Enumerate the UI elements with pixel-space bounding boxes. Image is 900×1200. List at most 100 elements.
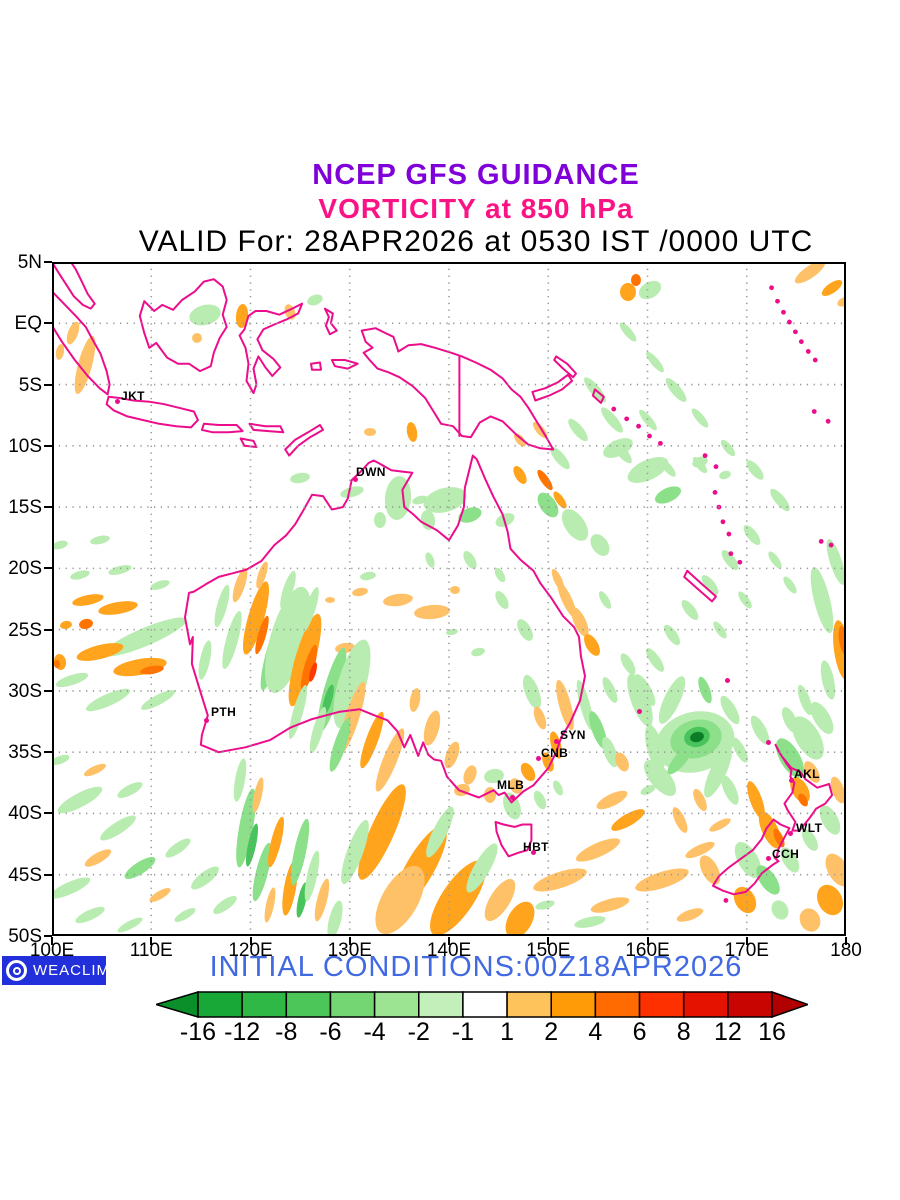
- city-marker-hbt: [531, 850, 536, 855]
- city-label-wlt: WLT: [796, 821, 823, 835]
- city-label-cch: CCH: [772, 847, 800, 861]
- city-marker-syn: [554, 739, 559, 744]
- colorbar-segment: [197, 991, 243, 1018]
- colorbar-tick-label: -2: [407, 1018, 430, 1046]
- city-marker-pth: [204, 718, 209, 723]
- city-marker-akl: [789, 778, 794, 783]
- logo-circle-icon: [6, 960, 27, 981]
- y-axis-tick: [44, 444, 52, 447]
- page-title: NCEP GFS GUIDANCE: [312, 159, 640, 191]
- y-axis-label: 40S: [8, 803, 42, 825]
- colorbar-tick-label: 2: [544, 1018, 559, 1046]
- x-axis-label: 150E: [526, 940, 571, 961]
- x-axis-tick: [845, 937, 847, 945]
- page-subtitle: VORTICITY at 850 hPa: [318, 193, 634, 224]
- city-marker-jkt: [115, 399, 120, 404]
- city-marker-cnb: [536, 756, 541, 761]
- y-axis-label: 35S: [8, 742, 42, 764]
- y-axis-label: 5N: [17, 252, 42, 273]
- colorbar-segment: [241, 991, 288, 1018]
- valid-time-line: VALID For: 28APR2026 at 0530 IST /0000 U…: [138, 225, 814, 258]
- colorbar-tick-label: -8: [275, 1018, 298, 1046]
- y-axis-tick: [44, 812, 52, 815]
- x-axis-label: 130E: [327, 940, 372, 961]
- colorbar-segment: [418, 991, 464, 1018]
- x-axis-tick: [646, 937, 649, 945]
- x-axis-tick: [150, 937, 153, 945]
- initial-conditions-line: INITIAL CONDITIONS:00Z18APR2026: [209, 951, 743, 983]
- y-axis-tick: [44, 628, 52, 631]
- y-axis-tick: [44, 506, 52, 509]
- map-plot-area: [49, 260, 851, 940]
- y-axis-tick: [44, 261, 52, 263]
- city-label-pth: PTH: [211, 705, 237, 719]
- vorticity-map: [49, 260, 851, 940]
- colorbar-tick-label: 16: [758, 1018, 786, 1046]
- colorbar: [156, 991, 808, 1018]
- island-marker: [637, 709, 642, 714]
- colorbar-right-arrow: [771, 991, 808, 1018]
- x-axis-tick: [547, 937, 550, 945]
- y-axis-tick: [44, 322, 52, 325]
- y-axis-tick: [44, 567, 52, 570]
- colorbar-segment: [285, 991, 332, 1018]
- city-label-akl: AKL: [794, 767, 820, 781]
- colorbar-left-arrow: [156, 991, 199, 1018]
- colorbar-segment: [329, 991, 376, 1018]
- city-label-jkt: JKT: [121, 389, 145, 403]
- colorbar-tick-label: -1: [451, 1018, 475, 1046]
- y-axis-label: 10S: [8, 435, 42, 457]
- colorbar-tick-label: 4: [588, 1018, 603, 1046]
- colorbar-segment: [550, 991, 597, 1018]
- x-axis-label: 110E: [129, 940, 173, 961]
- y-axis-label: EQ: [14, 313, 42, 335]
- weaclim-logo: WEACLIM: [2, 956, 109, 985]
- vorticity-shading: [49, 260, 851, 940]
- colorbar-segment: [594, 991, 641, 1018]
- city-marker-cch: [766, 856, 771, 861]
- x-axis-tick: [51, 937, 53, 945]
- city-label-syn: SYN: [560, 728, 586, 742]
- y-axis-tick: [44, 689, 52, 692]
- island-marker: [766, 740, 771, 745]
- y-axis-tick: [44, 751, 52, 754]
- colorbar-segment: [638, 991, 685, 1018]
- city-marker-mlb: [510, 795, 515, 800]
- y-axis-label: 5S: [18, 374, 42, 396]
- colorbar-tick-label: -6: [319, 1018, 342, 1046]
- colorbar-segment: [462, 991, 508, 1018]
- logo-text: WEACLIM: [33, 962, 111, 979]
- city-label-dwn: DWN: [356, 465, 386, 479]
- y-axis-label: 50S: [8, 925, 42, 947]
- city-label-cnb: CNB: [541, 746, 569, 760]
- x-axis-label: 120E: [228, 940, 273, 961]
- colorbar-tick-label: -4: [363, 1018, 386, 1046]
- colorbar-tick-label: 12: [713, 1018, 742, 1046]
- colorbar-segment: [727, 991, 773, 1018]
- city-label-hbt: HBT: [523, 840, 549, 854]
- x-axis-label: 160E: [625, 940, 670, 961]
- y-axis-label: 20S: [8, 558, 42, 580]
- colorbar-tick-label: -12: [224, 1018, 261, 1046]
- city-marker-wlt: [788, 831, 793, 836]
- colorbar-segment: [506, 991, 552, 1018]
- x-axis-tick: [745, 937, 748, 945]
- y-axis-label: 45S: [8, 864, 42, 886]
- y-axis-label: 15S: [8, 497, 42, 519]
- colorbar-tick-label: -16: [179, 1018, 217, 1046]
- city-marker-dwn: [353, 477, 358, 482]
- x-axis-tick: [348, 937, 351, 945]
- colorbar-tick-label: 1: [500, 1018, 515, 1046]
- island-marker: [725, 678, 730, 683]
- y-axis-tick: [44, 383, 52, 386]
- y-axis-label: 30S: [8, 680, 42, 702]
- x-axis-tick: [249, 937, 252, 945]
- map-frame: [52, 262, 846, 936]
- y-axis-tick: [44, 873, 52, 876]
- y-axis-label: 25S: [8, 619, 42, 641]
- colorbar-segment: [373, 991, 420, 1018]
- y-axis-tick: [44, 934, 52, 937]
- x-axis-label: 100E: [29, 940, 75, 961]
- colorbar-tick-label: 8: [676, 1018, 691, 1046]
